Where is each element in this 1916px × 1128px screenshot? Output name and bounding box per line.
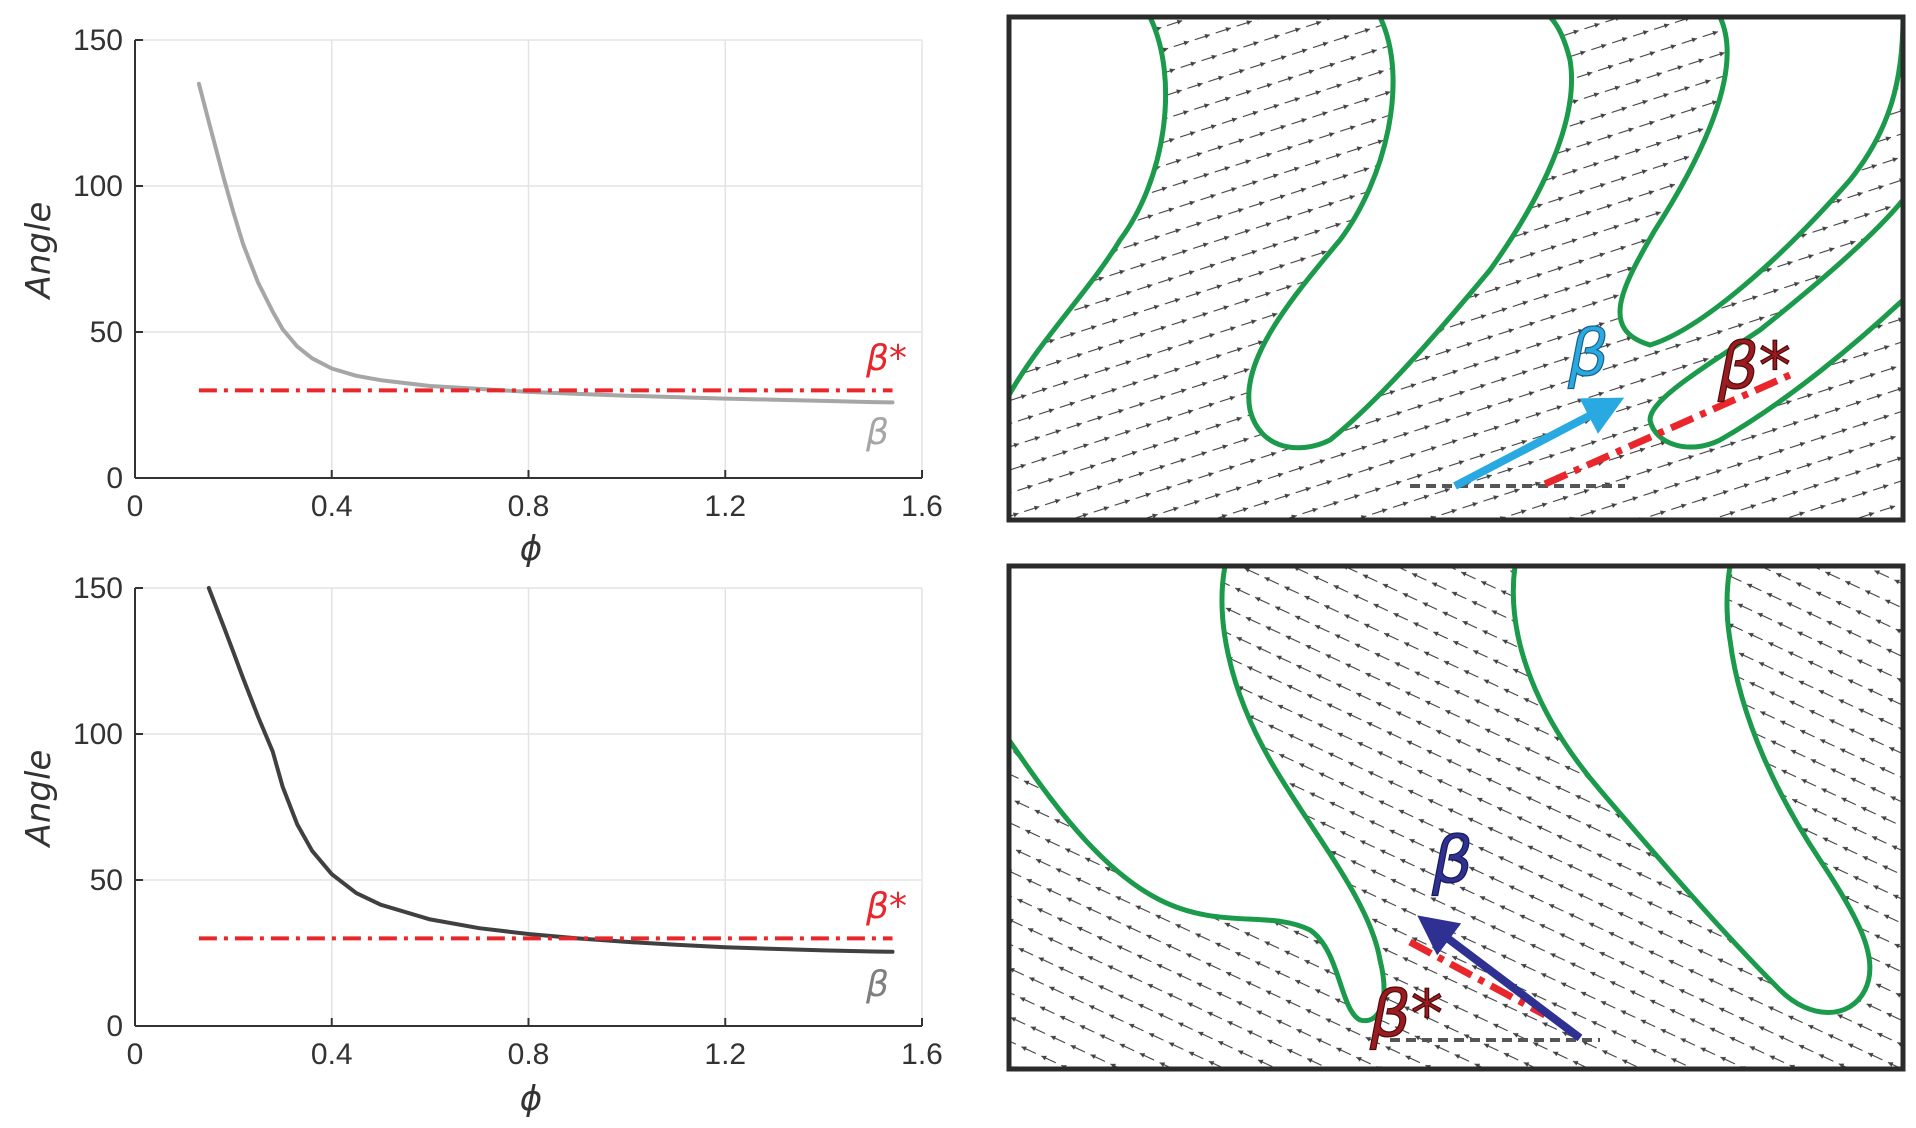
bottom-blade-2 [1510, 566, 1873, 1015]
x-tick-label: 0.8 [508, 1038, 550, 1071]
bottom-beta-arrow [1417, 915, 1583, 1042]
x-tick-label: 0.4 [311, 490, 353, 523]
top-beta-arrow [1453, 397, 1625, 490]
top-blade-3-tip [1617, 17, 1903, 348]
y-tick-label: 150 [73, 24, 123, 57]
series-line-beta [196, 81, 895, 405]
bottom-chart-axes [134, 587, 923, 1027]
top-chart-y-axis-title: Angle [19, 202, 59, 301]
bottom-chart-tick-labels: 0 0.4 0.8 1.2 1.6 0 50 100 150 [73, 572, 943, 1071]
top-chart-series [196, 81, 895, 405]
bottom-chart-series [198, 586, 895, 954]
top-chart-x-axis-title: ϕ [520, 529, 542, 569]
y-tick-label: 50 [90, 864, 123, 897]
y-tick-label: 100 [73, 170, 123, 203]
bottom-chart-grid [134, 587, 923, 1027]
x-tick-label: 0 [127, 1038, 144, 1071]
x-tick-label: 1.6 [901, 490, 943, 523]
x-tick-label: 1.6 [901, 1038, 943, 1071]
x-tick-label: 1.2 [704, 1038, 746, 1071]
top-chart-axes [134, 39, 923, 479]
top-line-chart: 0 0.4 0.8 1.2 1.6 0 50 100 150 Angle ϕ β* β [19, 24, 943, 569]
bottom-flow-beta-label: β [1431, 824, 1473, 898]
top-chart-beta-star-label: β* [865, 338, 907, 379]
bottom-flow-field-panel: β β* [1006, 563, 1906, 1072]
x-tick-label: 0.4 [311, 1038, 353, 1071]
y-tick-label: 50 [90, 316, 123, 349]
top-chart-grid [134, 39, 923, 479]
x-tick-label: 0.8 [508, 490, 550, 523]
x-tick-label: 1.2 [704, 490, 746, 523]
top-flow-field-panel: β β* [1006, 14, 1906, 523]
y-tick-label: 0 [106, 1010, 123, 1043]
top-blade-2 [1246, 17, 1574, 451]
bottom-chart-x-axis-title: ϕ [520, 1079, 542, 1119]
top-chart-beta-label: β [865, 412, 889, 453]
bottom-flow-beta-star-label: β* [1369, 978, 1443, 1052]
bottom-beta-star-line [1408, 938, 1547, 1019]
top-blade-1 [1009, 17, 1169, 398]
top-flow-beta-label: β [1567, 317, 1609, 391]
bottom-blade-1 [1009, 566, 1387, 1024]
x-tick-label: 0 [127, 490, 144, 523]
y-tick-label: 150 [73, 572, 123, 605]
bottom-chart-beta-star-label: β* [865, 886, 907, 927]
top-flow-beta-star-label: β* [1717, 330, 1791, 404]
bottom-line-chart: 0 0.4 0.8 1.2 1.6 0 50 100 150 Angle ϕ β* β [19, 572, 943, 1119]
y-tick-label: 0 [106, 462, 123, 495]
top-chart-tick-labels: 0 0.4 0.8 1.2 1.6 0 50 100 150 [73, 24, 943, 523]
series-line-beta [206, 586, 895, 954]
bottom-chart-beta-label: β [865, 964, 889, 1005]
bottom-chart-y-axis-title: Angle [19, 750, 59, 849]
top-blade-3 [1647, 196, 1903, 450]
y-tick-label: 100 [73, 718, 123, 751]
